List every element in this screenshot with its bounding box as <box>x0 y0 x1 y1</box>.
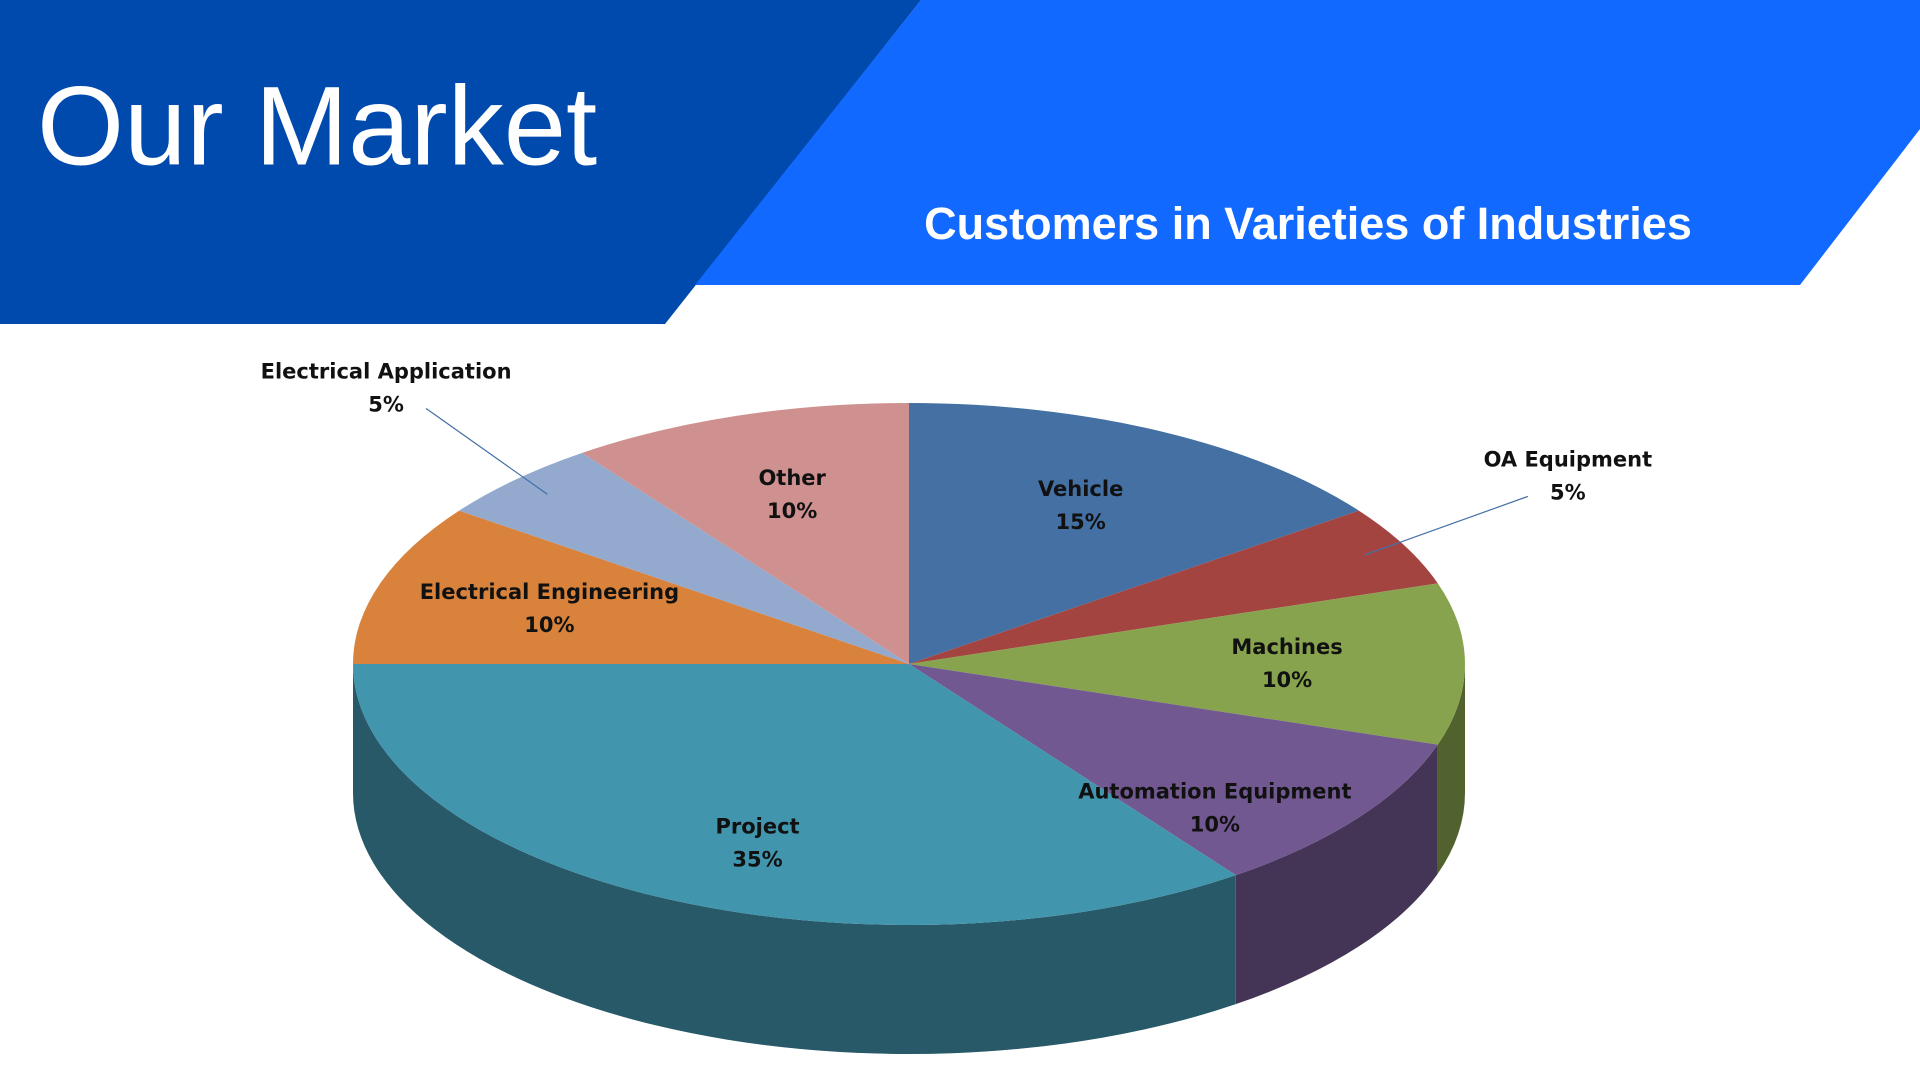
slice-label: OA Equipment <box>1484 447 1653 471</box>
slice-side <box>1235 744 1438 1005</box>
title: Our Market <box>37 64 597 189</box>
slice-value-label: 35% <box>732 848 782 872</box>
slice-label: Vehicle <box>1038 477 1123 501</box>
slice <box>909 510 1438 664</box>
pie-chart: Vehicle 15% OA Equipment 5% Machines 10% Autom… <box>261 360 1652 1054</box>
slice-side <box>353 664 1236 1054</box>
leader-line <box>425 408 548 495</box>
slice-side <box>1437 664 1465 874</box>
slice-value-label: 10% <box>1262 668 1312 692</box>
slice-label: Project <box>715 815 799 839</box>
slice-value-label: 5% <box>368 393 404 417</box>
slice-label: Electrical Application <box>261 360 512 384</box>
slice-label: Machines <box>1231 635 1342 659</box>
slice <box>909 664 1438 876</box>
subtitle-band <box>695 0 1920 285</box>
header-band <box>0 0 921 324</box>
slice-value-label: 15% <box>1056 510 1106 534</box>
slice-value-label: 10% <box>524 613 574 637</box>
slice <box>353 664 1236 925</box>
slice-label: Electrical Engineering <box>420 580 679 604</box>
slice <box>353 510 909 664</box>
leader-line <box>1364 495 1529 556</box>
slice-label: Automation Equipment <box>1078 779 1351 803</box>
slice-value-label: 5% <box>1550 480 1586 504</box>
slice-value-label: 10% <box>767 499 817 523</box>
slice <box>909 403 1359 664</box>
subtitle: Customers in Varieties of Industries <box>924 198 1692 249</box>
slice <box>909 583 1465 745</box>
slice-value-label: 10% <box>1190 812 1240 836</box>
slice-label: Other <box>758 466 826 490</box>
slice <box>459 452 909 664</box>
slice <box>582 403 909 664</box>
